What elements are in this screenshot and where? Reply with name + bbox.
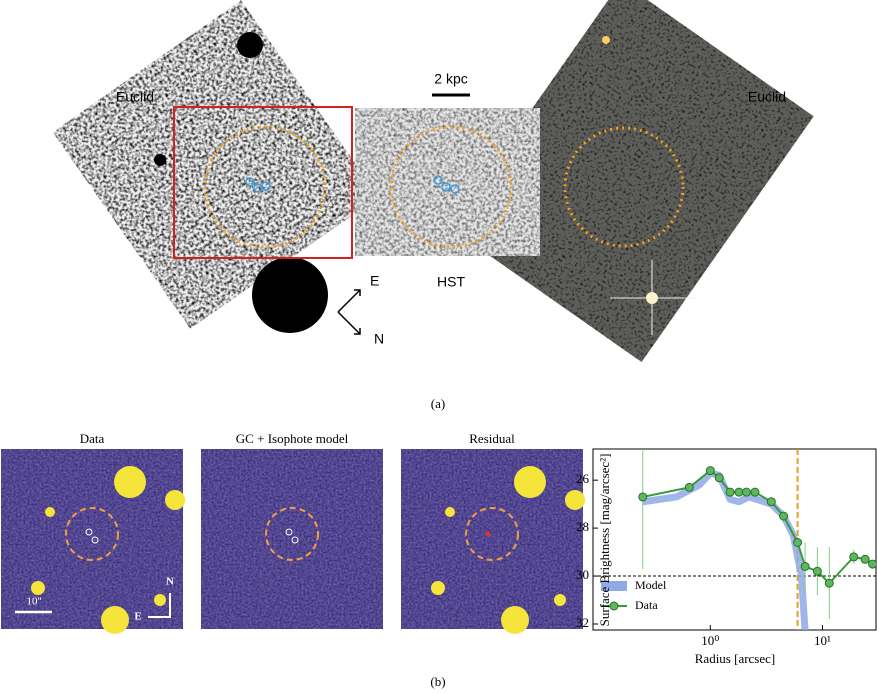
caption: (a) — [431, 396, 445, 411]
compass — [148, 593, 171, 618]
data-point — [812, 566, 822, 576]
legend-swatch — [601, 581, 627, 591]
data-point — [638, 492, 648, 502]
gc — [85, 528, 93, 536]
label: Euclid — [748, 89, 786, 105]
data-point — [824, 578, 834, 588]
y-tick-label: 28 — [576, 519, 589, 534]
label: N — [166, 576, 174, 588]
aperture — [203, 125, 327, 249]
label: E — [134, 611, 141, 623]
gc — [291, 536, 299, 544]
source — [565, 490, 585, 510]
cutout-image — [201, 449, 383, 629]
hst-image — [355, 108, 540, 256]
data-point — [734, 487, 744, 497]
data-point — [725, 487, 735, 497]
y-tick-label: 26 — [576, 471, 590, 486]
aperture — [465, 507, 519, 561]
label: HST — [437, 274, 465, 290]
source — [445, 507, 455, 517]
source — [31, 581, 45, 595]
data-point — [800, 561, 810, 571]
x-tick-label: 10¹ — [814, 633, 831, 648]
source — [514, 466, 546, 498]
compass — [337, 289, 361, 335]
cutout-image — [1, 449, 185, 634]
label: 2 kpc — [434, 71, 467, 87]
data-point — [766, 497, 776, 507]
data-point — [779, 511, 789, 521]
source — [501, 606, 529, 634]
source — [165, 490, 185, 510]
label: Euclid — [116, 89, 154, 105]
data-point — [868, 559, 876, 569]
caption: (b) — [430, 674, 445, 689]
source — [431, 581, 445, 595]
y-tick-label: 32 — [576, 615, 589, 630]
data-point — [714, 473, 724, 483]
source — [554, 594, 566, 606]
source — [45, 507, 55, 517]
y-axis-label: Surface Brightness [mag/arcsec²] — [597, 454, 612, 627]
gc — [285, 528, 293, 536]
panel-title: GC + Isophote model — [236, 431, 349, 446]
data-point — [750, 487, 760, 497]
x-tick-label: 10⁰ — [701, 633, 719, 648]
aperture — [265, 507, 319, 561]
data-point — [849, 552, 859, 562]
x-axis-label: Radius [arcsec] — [695, 651, 776, 666]
data-point — [705, 466, 715, 476]
data-point — [793, 537, 803, 547]
panel-title: Data — [80, 431, 105, 446]
y-tick-label: 30 — [576, 567, 589, 582]
panel-title: Residual — [469, 431, 515, 446]
data-point — [741, 487, 751, 497]
legend-swatch — [609, 601, 619, 611]
zoom-box — [173, 106, 353, 259]
label: N — [374, 331, 384, 347]
aperture — [65, 507, 119, 561]
legend-label: Data — [635, 598, 658, 612]
label: E — [370, 273, 379, 289]
euclid-image-right — [449, 0, 814, 363]
data-point — [684, 482, 694, 492]
image-noise — [401, 449, 583, 629]
cutout-image — [401, 449, 585, 634]
aperture — [389, 125, 513, 249]
gc — [485, 531, 491, 537]
aperture — [563, 126, 685, 248]
euclid-image-left — [52, 0, 379, 333]
legend-label: Model — [635, 578, 667, 592]
gc-markers — [245, 175, 460, 194]
source — [114, 466, 146, 498]
label: 10'' — [27, 596, 42, 608]
gc — [91, 536, 99, 544]
data-point — [860, 554, 870, 564]
source — [101, 606, 129, 634]
source — [154, 594, 166, 606]
